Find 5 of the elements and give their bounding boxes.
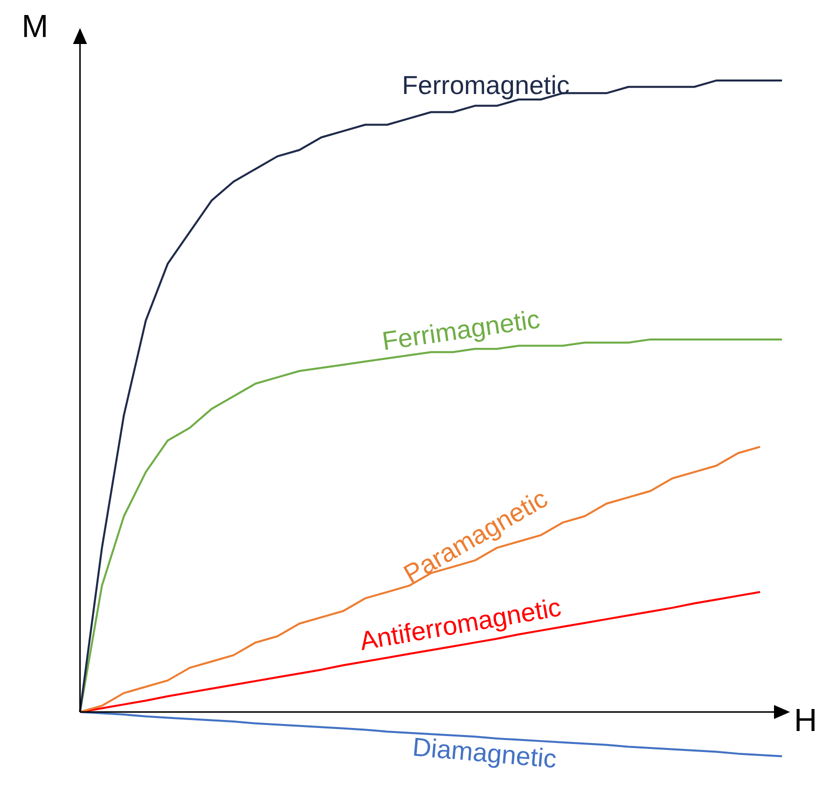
series-label: Ferromagnetic [402, 70, 570, 100]
series-label: Diamagnetic [411, 732, 558, 774]
y-axis-title: M [22, 8, 48, 44]
text: Ferrimagnetic [380, 304, 542, 356]
x-axis-title: H [794, 702, 816, 738]
